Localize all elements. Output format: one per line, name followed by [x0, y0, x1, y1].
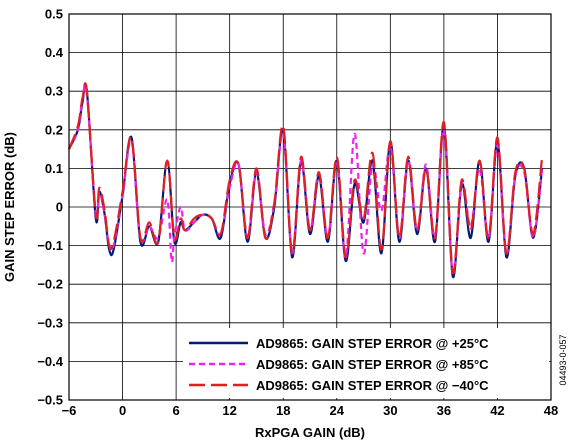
- x-tick-labels: −6 0 6 12 18 24 30 36 42 48: [62, 403, 559, 418]
- x-tick-label: 6: [172, 403, 179, 418]
- y-tick-label: −0.4: [37, 354, 63, 369]
- legend: AD9865: GAIN STEP ERROR @ +25°C AD9865: G…: [183, 328, 549, 398]
- x-tick-label: 30: [383, 403, 397, 418]
- x-tick-label: 18: [276, 403, 290, 418]
- series-line-3: [67, 82, 544, 274]
- y-axis-label: GAIN STEP ERROR (dB): [2, 132, 17, 282]
- x-axis-label: RxPGA GAIN (dB): [255, 425, 365, 440]
- x-tick-label: 0: [119, 403, 126, 418]
- plot-frame: [68, 13, 552, 401]
- legend-entry-label: AD9865: GAIN STEP ERROR @ +25°C: [256, 336, 489, 351]
- y-tick-label: 0.1: [45, 161, 63, 176]
- x-tick-label: −6: [62, 403, 77, 418]
- x-tick-label: 42: [490, 403, 504, 418]
- x-tick-label: 36: [437, 403, 451, 418]
- figure-id: 04493-0-057: [558, 334, 568, 385]
- y-tick-label: 0: [56, 200, 63, 215]
- y-tick-label: 0.2: [45, 122, 63, 137]
- legend-entry-label: AD9865: GAIN STEP ERROR @ +85°C: [256, 357, 489, 372]
- legend-entry-label: AD9865: GAIN STEP ERROR @ −40°C: [256, 378, 489, 393]
- x-tick-label: 12: [222, 403, 236, 418]
- x-tick-label: 24: [330, 403, 345, 418]
- y-tick-label: 0.3: [45, 84, 63, 99]
- y-tick-labels: −0.5 −0.4 −0.3 −0.2 −0.1 0 0.1 0.2 0.3 0.4 0.5: [37, 7, 63, 408]
- y-tick-label: 0.4: [45, 45, 64, 60]
- y-tick-label: −0.3: [37, 315, 63, 330]
- y-tick-label: −0.1: [37, 238, 63, 253]
- y-tick-label: 0.5: [45, 7, 63, 22]
- x-tick-label: 48: [544, 403, 558, 418]
- y-tick-label: −0.5: [37, 393, 63, 408]
- series-lines: [67, 82, 544, 278]
- y-tick-label: −0.2: [37, 277, 63, 292]
